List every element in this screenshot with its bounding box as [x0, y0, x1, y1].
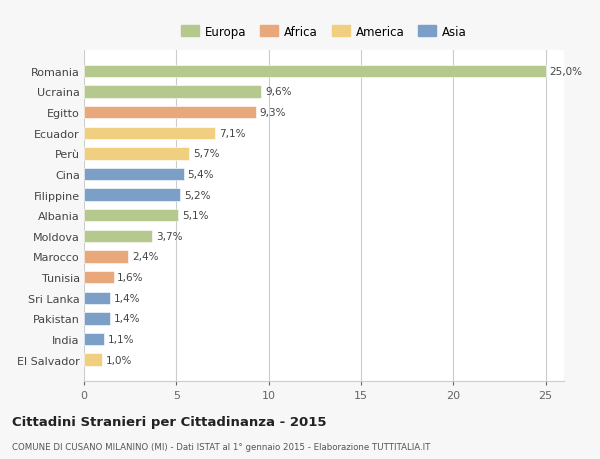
Text: 1,4%: 1,4%	[113, 293, 140, 303]
Text: 5,4%: 5,4%	[187, 169, 214, 179]
Text: 1,0%: 1,0%	[106, 355, 133, 365]
Legend: Europa, Africa, America, Asia: Europa, Africa, America, Asia	[179, 23, 469, 41]
Text: 2,4%: 2,4%	[132, 252, 158, 262]
Bar	[84, 353, 103, 366]
Text: 9,6%: 9,6%	[265, 87, 292, 97]
Bar	[84, 189, 180, 202]
Bar	[84, 230, 152, 242]
Bar	[84, 210, 178, 222]
Text: 5,1%: 5,1%	[182, 211, 208, 221]
Text: 9,3%: 9,3%	[259, 108, 286, 118]
Bar	[84, 148, 189, 160]
Text: 5,2%: 5,2%	[184, 190, 210, 200]
Text: 5,7%: 5,7%	[193, 149, 220, 159]
Bar	[84, 66, 545, 78]
Text: 3,7%: 3,7%	[156, 231, 182, 241]
Bar	[84, 313, 110, 325]
Bar	[84, 271, 113, 284]
Bar	[84, 333, 104, 345]
Bar	[84, 106, 256, 119]
Text: 1,4%: 1,4%	[113, 313, 140, 324]
Text: Cittadini Stranieri per Cittadinanza - 2015: Cittadini Stranieri per Cittadinanza - 2…	[12, 415, 326, 428]
Bar	[84, 251, 128, 263]
Text: 7,1%: 7,1%	[219, 129, 245, 139]
Text: 25,0%: 25,0%	[549, 67, 582, 77]
Text: 1,6%: 1,6%	[117, 273, 144, 282]
Text: COMUNE DI CUSANO MILANINO (MI) - Dati ISTAT al 1° gennaio 2015 - Elaborazione TU: COMUNE DI CUSANO MILANINO (MI) - Dati IS…	[12, 442, 430, 451]
Bar	[84, 168, 184, 181]
Text: 1,1%: 1,1%	[108, 334, 134, 344]
Bar	[84, 127, 215, 140]
Bar	[84, 86, 261, 98]
Bar	[84, 292, 110, 304]
